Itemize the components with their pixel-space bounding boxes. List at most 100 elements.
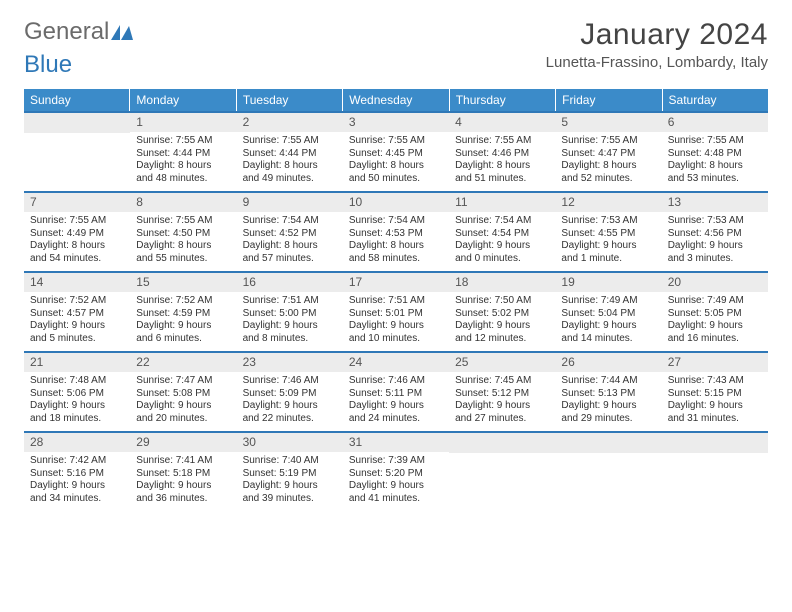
day-line: Sunrise: 7:44 AM [561, 375, 655, 388]
day-line: Daylight: 9 hours [243, 320, 337, 333]
day-line: and 24 minutes. [349, 413, 443, 426]
day-line: Sunset: 5:12 PM [455, 388, 549, 401]
weeks-container: 1Sunrise: 7:55 AMSunset: 4:44 PMDaylight… [24, 111, 768, 511]
day-line: Sunrise: 7:55 AM [136, 135, 230, 148]
day-body: Sunrise: 7:42 AMSunset: 5:16 PMDaylight:… [24, 452, 130, 510]
day-line: Sunset: 5:19 PM [243, 468, 337, 481]
day-cell: 26Sunrise: 7:44 AMSunset: 5:13 PMDayligh… [555, 353, 661, 431]
day-line: Sunset: 5:18 PM [136, 468, 230, 481]
day-cell: 24Sunrise: 7:46 AMSunset: 5:11 PMDayligh… [343, 353, 449, 431]
day-number [662, 433, 768, 453]
day-line: and 48 minutes. [136, 173, 230, 186]
day-line: Daylight: 8 hours [455, 160, 549, 173]
day-number: 27 [662, 353, 768, 372]
day-line: Daylight: 8 hours [243, 160, 337, 173]
day-line: and 31 minutes. [668, 413, 762, 426]
day-line: Sunrise: 7:46 AM [349, 375, 443, 388]
day-line: Sunset: 5:00 PM [243, 308, 337, 321]
day-line: Sunrise: 7:55 AM [349, 135, 443, 148]
day-line: Sunset: 5:05 PM [668, 308, 762, 321]
day-cell: 23Sunrise: 7:46 AMSunset: 5:09 PMDayligh… [237, 353, 343, 431]
day-body: Sunrise: 7:41 AMSunset: 5:18 PMDaylight:… [130, 452, 236, 510]
day-line: Sunset: 4:48 PM [668, 148, 762, 161]
day-line: Sunset: 4:55 PM [561, 228, 655, 241]
day-body: Sunrise: 7:43 AMSunset: 5:15 PMDaylight:… [662, 372, 768, 430]
day-line: Sunrise: 7:55 AM [136, 215, 230, 228]
day-line: Daylight: 9 hours [243, 480, 337, 493]
day-line: Sunrise: 7:43 AM [668, 375, 762, 388]
day-line: Sunset: 5:01 PM [349, 308, 443, 321]
day-line: and 14 minutes. [561, 333, 655, 346]
day-cell: 28Sunrise: 7:42 AMSunset: 5:16 PMDayligh… [24, 433, 130, 511]
day-line: Sunset: 4:47 PM [561, 148, 655, 161]
day-cell: 29Sunrise: 7:41 AMSunset: 5:18 PMDayligh… [130, 433, 236, 511]
day-line: Sunrise: 7:55 AM [455, 135, 549, 148]
weekday-monday: Monday [130, 89, 236, 111]
day-cell: 12Sunrise: 7:53 AMSunset: 4:55 PMDayligh… [555, 193, 661, 271]
weekday-tuesday: Tuesday [237, 89, 343, 111]
day-line: Daylight: 8 hours [349, 160, 443, 173]
day-number: 18 [449, 273, 555, 292]
day-body: Sunrise: 7:45 AMSunset: 5:12 PMDaylight:… [449, 372, 555, 430]
day-line: Sunset: 4:46 PM [455, 148, 549, 161]
day-line: Sunrise: 7:54 AM [455, 215, 549, 228]
day-body: Sunrise: 7:40 AMSunset: 5:19 PMDaylight:… [237, 452, 343, 510]
day-line: Sunrise: 7:50 AM [455, 295, 549, 308]
day-line: Sunrise: 7:54 AM [349, 215, 443, 228]
day-cell: 27Sunrise: 7:43 AMSunset: 5:15 PMDayligh… [662, 353, 768, 431]
day-line: Daylight: 9 hours [668, 240, 762, 253]
day-line: Sunrise: 7:47 AM [136, 375, 230, 388]
day-line: Sunrise: 7:53 AM [561, 215, 655, 228]
day-body: Sunrise: 7:47 AMSunset: 5:08 PMDaylight:… [130, 372, 236, 430]
day-line: Sunrise: 7:55 AM [30, 215, 124, 228]
day-line: Sunset: 5:02 PM [455, 308, 549, 321]
week-row: 7Sunrise: 7:55 AMSunset: 4:49 PMDaylight… [24, 191, 768, 271]
week-row: 14Sunrise: 7:52 AMSunset: 4:57 PMDayligh… [24, 271, 768, 351]
day-cell: 14Sunrise: 7:52 AMSunset: 4:57 PMDayligh… [24, 273, 130, 351]
brand-logo: General [24, 18, 137, 46]
day-cell: 22Sunrise: 7:47 AMSunset: 5:08 PMDayligh… [130, 353, 236, 431]
day-number: 25 [449, 353, 555, 372]
day-number: 15 [130, 273, 236, 292]
day-line: and 50 minutes. [349, 173, 443, 186]
day-line: Sunset: 4:44 PM [136, 148, 230, 161]
day-body: Sunrise: 7:53 AMSunset: 4:56 PMDaylight:… [662, 212, 768, 270]
day-line: Daylight: 8 hours [30, 240, 124, 253]
day-line: Sunrise: 7:45 AM [455, 375, 549, 388]
day-line: and 55 minutes. [136, 253, 230, 266]
day-cell: 31Sunrise: 7:39 AMSunset: 5:20 PMDayligh… [343, 433, 449, 511]
day-line: Daylight: 9 hours [561, 320, 655, 333]
day-cell: 8Sunrise: 7:55 AMSunset: 4:50 PMDaylight… [130, 193, 236, 271]
week-row: 28Sunrise: 7:42 AMSunset: 5:16 PMDayligh… [24, 431, 768, 511]
day-line: and 6 minutes. [136, 333, 230, 346]
day-line: Daylight: 8 hours [349, 240, 443, 253]
day-body [24, 133, 130, 141]
day-line: Sunrise: 7:49 AM [668, 295, 762, 308]
day-cell: 16Sunrise: 7:51 AMSunset: 5:00 PMDayligh… [237, 273, 343, 351]
day-body: Sunrise: 7:55 AMSunset: 4:44 PMDaylight:… [130, 132, 236, 190]
day-cell: 3Sunrise: 7:55 AMSunset: 4:45 PMDaylight… [343, 113, 449, 191]
day-cell: 15Sunrise: 7:52 AMSunset: 4:59 PMDayligh… [130, 273, 236, 351]
day-line: and 39 minutes. [243, 493, 337, 506]
day-line: Sunset: 5:16 PM [30, 468, 124, 481]
day-number: 21 [24, 353, 130, 372]
weekday-sunday: Sunday [24, 89, 130, 111]
day-cell [555, 433, 661, 511]
day-line: Sunrise: 7:51 AM [349, 295, 443, 308]
day-line: Daylight: 8 hours [668, 160, 762, 173]
day-line: Daylight: 9 hours [455, 240, 549, 253]
day-cell: 7Sunrise: 7:55 AMSunset: 4:49 PMDaylight… [24, 193, 130, 271]
day-line: Sunset: 4:54 PM [455, 228, 549, 241]
day-line: Sunrise: 7:55 AM [561, 135, 655, 148]
day-number: 31 [343, 433, 449, 452]
day-cell: 13Sunrise: 7:53 AMSunset: 4:56 PMDayligh… [662, 193, 768, 271]
day-cell: 25Sunrise: 7:45 AMSunset: 5:12 PMDayligh… [449, 353, 555, 431]
day-body: Sunrise: 7:51 AMSunset: 5:00 PMDaylight:… [237, 292, 343, 350]
day-line: Sunrise: 7:42 AM [30, 455, 124, 468]
day-body: Sunrise: 7:53 AMSunset: 4:55 PMDaylight:… [555, 212, 661, 270]
day-body: Sunrise: 7:51 AMSunset: 5:01 PMDaylight:… [343, 292, 449, 350]
day-line: Daylight: 9 hours [136, 480, 230, 493]
weekday-thursday: Thursday [450, 89, 556, 111]
day-number [24, 113, 130, 133]
brand-part2: Blue [24, 51, 768, 79]
